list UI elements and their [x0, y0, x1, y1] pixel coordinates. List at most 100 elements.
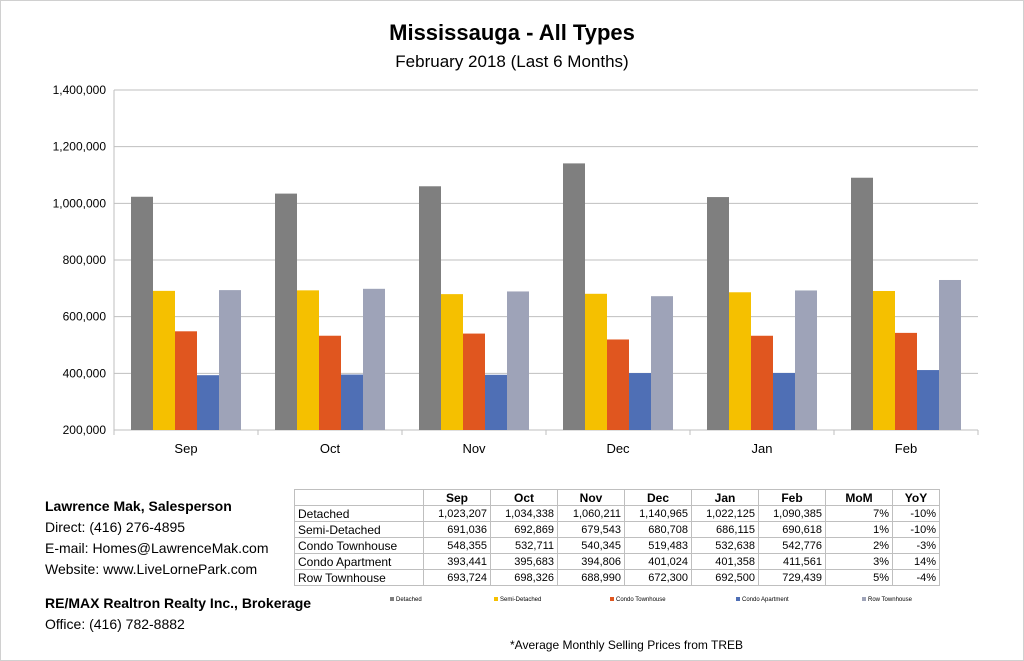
table-cell: 14% [892, 553, 940, 570]
brokerage-info: RE/MAX Realtron Realty Inc., Brokerage O… [45, 593, 311, 635]
brokerage-name: RE/MAX Realtron Realty Inc., Brokerage [45, 595, 312, 611]
table-header: Nov [557, 489, 625, 506]
table-cell: 393,441 [423, 553, 491, 570]
legend-item: Semi-Detached [494, 597, 541, 603]
table-cell: 395,683 [490, 553, 558, 570]
bar-condo-townhouse [751, 335, 773, 430]
bar-detached [419, 186, 441, 430]
table-cell: 3% [825, 553, 893, 570]
table-cell: -10% [892, 521, 940, 538]
table-header-row: Sep Oct Nov Dec Jan Feb MoM YoY [294, 489, 940, 506]
table-cell: 688,990 [557, 569, 625, 586]
table-row: Row Townhouse 693,724 698,326 688,990 672,30… [294, 569, 940, 586]
bar-row-townhouse [219, 290, 241, 430]
table-cell: 532,711 [490, 537, 558, 554]
table-cell: 401,024 [624, 553, 692, 570]
legend-swatch [610, 597, 614, 602]
bar-detached [131, 196, 153, 430]
x-tick-label: Dec [606, 441, 630, 456]
table-cell: 7% [825, 505, 893, 522]
legend-label: Condo Apartment [742, 597, 789, 603]
table-row: Detached 1,023,207 1,034,338 1,060,211 1,140… [294, 505, 940, 522]
table-cell: 1,034,338 [490, 505, 558, 522]
bar-detached [563, 163, 585, 430]
table-header: MoM [825, 489, 893, 506]
bar-condo-apartment [197, 375, 219, 430]
table-cell: 691,036 [423, 521, 491, 538]
bar-condo-townhouse [463, 333, 485, 430]
brokerage-phone: Office: (416) 782-8882 [45, 616, 185, 632]
chart-subtitle: February 2018 (Last 6 Months) [395, 52, 629, 71]
table-row: Semi-Detached 691,036 692,869 679,543 680,70… [294, 521, 940, 538]
x-tick-label: Feb [895, 441, 917, 456]
table-cell: 1,090,385 [758, 505, 826, 522]
bar-condo-apartment [485, 374, 507, 430]
bar-row-townhouse [507, 291, 529, 430]
bar-semi-detached [585, 293, 607, 430]
bar-chart: 200,000 400,000 600,000 800,000 1,000,000 1,2… [53, 83, 979, 456]
agent-phone: Direct: (416) 276-4895 [45, 519, 186, 535]
bar-detached [707, 197, 729, 430]
contact-info: Lawrence Mak, Salesperson Direct: (416) … [45, 496, 269, 580]
y-tick-label: 1,200,000 [53, 140, 107, 154]
table-cell: 692,869 [490, 521, 558, 538]
agent-email: E-mail: Homes@LawrenceMak.com [45, 540, 269, 556]
bar-condo-townhouse [319, 335, 341, 430]
bar-row-townhouse [651, 296, 673, 430]
row-label: Condo Apartment [294, 553, 424, 570]
x-tick-label: Oct [320, 441, 341, 456]
bar-row-townhouse [363, 288, 385, 430]
table-cell: 532,638 [691, 537, 759, 554]
table-cell: 679,543 [557, 521, 625, 538]
table-header: Feb [758, 489, 826, 506]
bar-condo-townhouse [895, 332, 917, 430]
bar-semi-detached [441, 294, 463, 430]
row-label: Row Townhouse [294, 569, 424, 586]
x-tick-label: Sep [174, 441, 197, 456]
table-cell: 1% [825, 521, 893, 538]
y-tick-label: 1,400,000 [53, 83, 107, 97]
table-cell: 1,022,125 [691, 505, 759, 522]
legend-item: Condo Townhouse [610, 597, 666, 603]
table-cell: 1,140,965 [624, 505, 692, 522]
table-header: Dec [624, 489, 692, 506]
table-cell: 5% [825, 569, 893, 586]
y-tick-label: 600,000 [63, 310, 107, 324]
y-tick-label: 200,000 [63, 423, 107, 437]
table-cell: 1,023,207 [423, 505, 491, 522]
y-tick-label: 800,000 [63, 253, 107, 267]
bar-condo-townhouse [175, 331, 197, 430]
legend-item: Row Townhouse [862, 597, 912, 603]
bar-row-townhouse [939, 279, 961, 430]
y-tick-label: 400,000 [63, 366, 107, 380]
table-cell: 401,358 [691, 553, 759, 570]
legend-swatch [736, 597, 740, 602]
agent-website: Website: www.LiveLornePark.com [45, 561, 258, 577]
table-cell: 680,708 [624, 521, 692, 538]
table-header: Oct [490, 489, 558, 506]
bar-condo-apartment [341, 374, 363, 430]
agent-name: Lawrence Mak, Salesperson [45, 498, 232, 514]
table-cell: 2% [825, 537, 893, 554]
legend-label: Condo Townhouse [616, 597, 666, 603]
table-cell: 698,326 [490, 569, 558, 586]
row-label: Semi-Detached [294, 521, 424, 538]
table-header: Jan [691, 489, 759, 506]
row-label: Condo Townhouse [294, 537, 424, 554]
bar-semi-detached [873, 290, 895, 430]
table-cell: 548,355 [423, 537, 491, 554]
table-cell: 690,618 [758, 521, 826, 538]
legend-item: Detached [390, 597, 422, 603]
table-cell: -10% [892, 505, 940, 522]
legend-swatch [862, 597, 866, 602]
table-cell: 672,300 [624, 569, 692, 586]
bar-semi-detached [297, 290, 319, 430]
row-label: Detached [294, 505, 424, 522]
table-row: Condo Apartment 393,441 395,683 394,806 401,… [294, 553, 940, 570]
legend-label: Semi-Detached [500, 597, 542, 603]
bar-semi-detached [153, 290, 175, 430]
table-cell: 729,439 [758, 569, 826, 586]
table-cell: -3% [892, 537, 940, 554]
x-tick-label: Jan [752, 441, 773, 456]
table-cell: 519,483 [624, 537, 692, 554]
